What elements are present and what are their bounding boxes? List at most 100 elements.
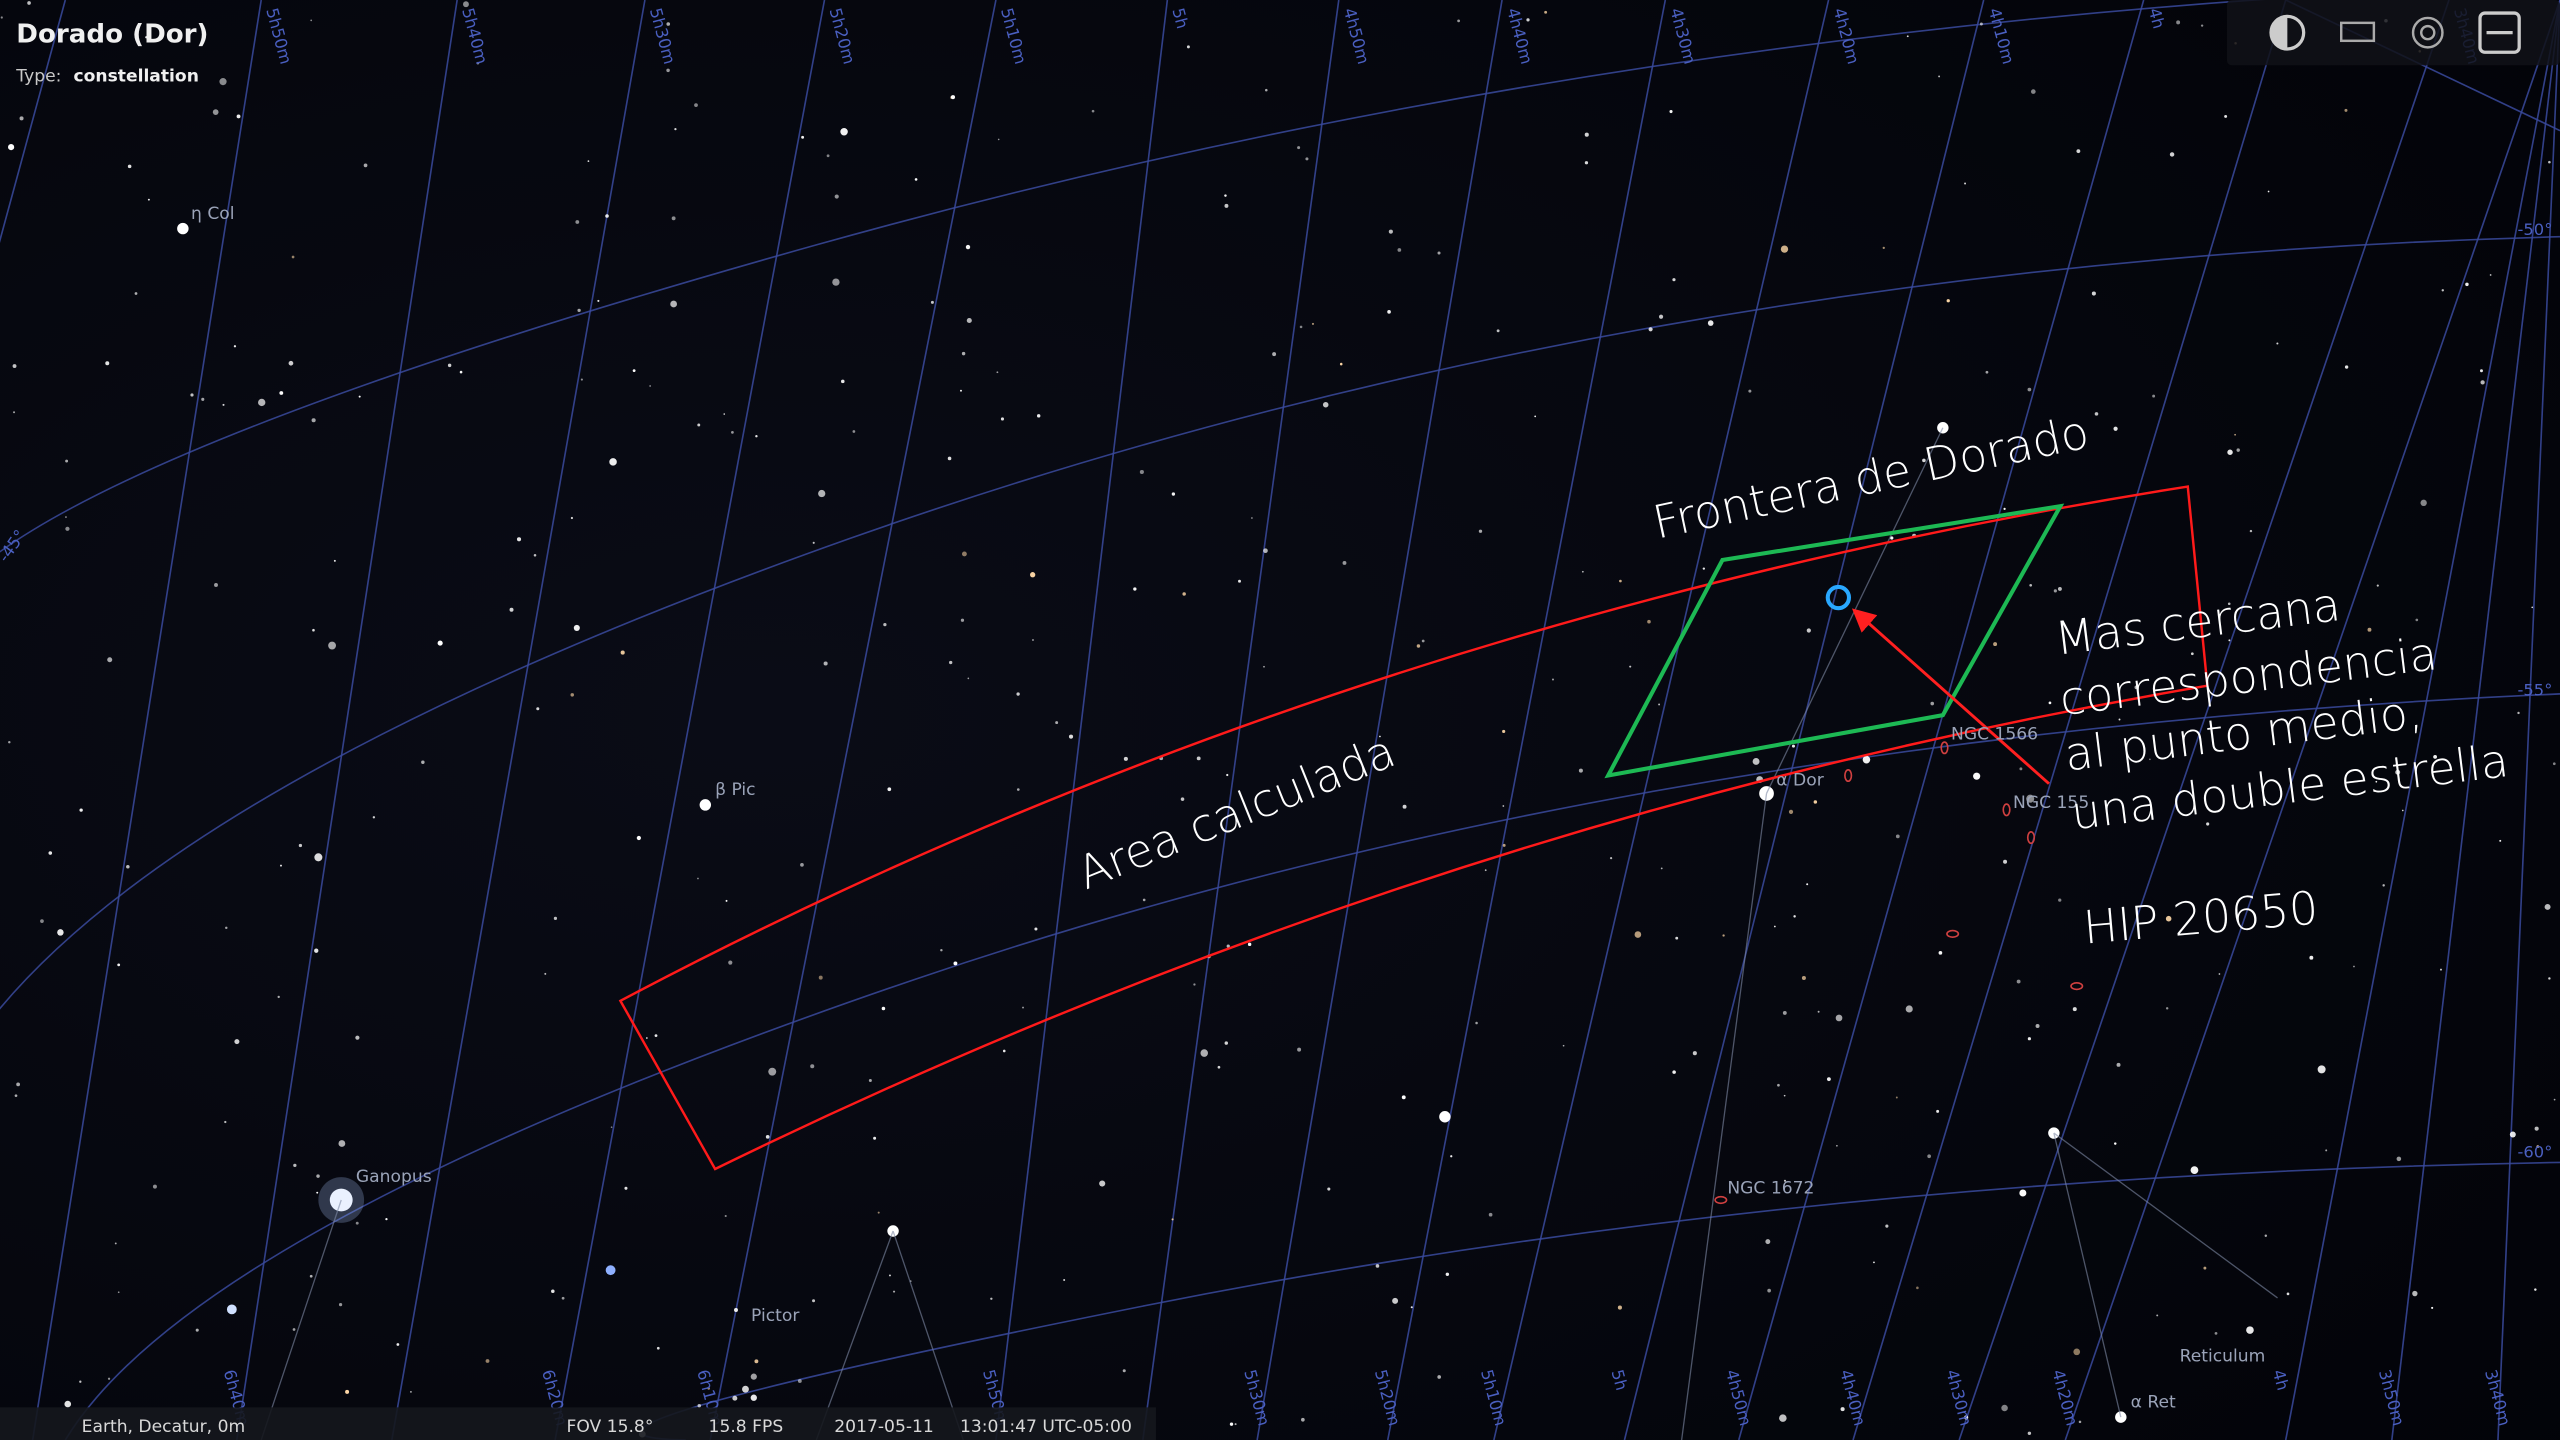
star bbox=[800, 863, 804, 867]
star bbox=[1224, 204, 1228, 208]
star bbox=[40, 919, 44, 923]
star bbox=[128, 165, 132, 169]
star bbox=[1438, 252, 1441, 255]
status-fps: 15.8 FPS bbox=[709, 1417, 784, 1437]
star bbox=[79, 808, 82, 811]
star bbox=[1, 16, 3, 18]
star bbox=[65, 516, 67, 518]
star bbox=[751, 1395, 757, 1401]
star bbox=[1896, 835, 1900, 839]
star bbox=[225, 927, 227, 929]
star bbox=[1610, 857, 1612, 859]
star bbox=[2535, 1127, 2539, 1131]
star bbox=[1907, 35, 1909, 37]
star bbox=[65, 527, 69, 531]
star bbox=[1722, 934, 1724, 936]
star bbox=[2191, 1166, 2199, 1174]
star bbox=[577, 309, 580, 312]
star bbox=[396, 1343, 399, 1346]
star bbox=[1783, 1011, 1787, 1015]
star bbox=[2490, 274, 2492, 276]
star bbox=[1767, 1289, 1771, 1293]
star bbox=[108, 1378, 110, 1380]
star bbox=[1635, 931, 1642, 938]
star bbox=[2049, 702, 2052, 705]
star bbox=[1544, 11, 1547, 14]
star bbox=[2545, 904, 2551, 910]
star bbox=[1806, 883, 1808, 885]
star bbox=[224, 1121, 226, 1123]
star bbox=[1297, 146, 1300, 149]
star bbox=[621, 651, 625, 655]
star bbox=[410, 1391, 412, 1393]
star bbox=[998, 139, 1000, 141]
star bbox=[2397, 1157, 2402, 1162]
star bbox=[1392, 1298, 1398, 1304]
star bbox=[2028, 1432, 2031, 1435]
star bbox=[328, 642, 336, 650]
star-label: α Ret bbox=[2131, 1392, 2176, 1412]
star bbox=[574, 625, 580, 631]
dec-label: -50° bbox=[2518, 220, 2553, 239]
star bbox=[2548, 977, 2550, 979]
status-date: 2017-05-11 bbox=[834, 1417, 934, 1437]
star bbox=[2095, 412, 2099, 416]
star bbox=[1885, 1225, 1888, 1228]
star bbox=[1172, 492, 1175, 495]
star bbox=[666, 69, 669, 72]
star bbox=[2412, 1291, 2417, 1296]
star bbox=[1789, 810, 1793, 814]
star bbox=[1814, 800, 1817, 803]
star[interactable] bbox=[1439, 1111, 1450, 1122]
star[interactable] bbox=[177, 223, 188, 234]
star bbox=[355, 1036, 359, 1040]
star bbox=[1422, 640, 1425, 643]
star bbox=[65, 460, 68, 463]
star bbox=[2415, 619, 2418, 622]
star bbox=[2554, 1099, 2556, 1101]
star bbox=[2076, 149, 2080, 153]
star bbox=[931, 301, 934, 304]
star bbox=[1649, 327, 1653, 331]
star bbox=[1781, 245, 1788, 252]
star bbox=[1034, 927, 1037, 930]
star bbox=[314, 853, 322, 861]
star[interactable] bbox=[227, 1304, 237, 1314]
star bbox=[1312, 323, 1314, 325]
star bbox=[948, 457, 952, 461]
star bbox=[1143, 899, 1146, 902]
star bbox=[949, 661, 952, 664]
star bbox=[801, 136, 804, 139]
star bbox=[961, 619, 964, 622]
star bbox=[1896, 1096, 1898, 1098]
star bbox=[1457, 20, 1460, 23]
star bbox=[915, 178, 918, 181]
star bbox=[2431, 1307, 2433, 1309]
star bbox=[1579, 769, 1583, 773]
star bbox=[1964, 183, 1966, 185]
star bbox=[1389, 230, 1393, 234]
toolbar bbox=[2227, 0, 2560, 65]
star bbox=[359, 396, 361, 398]
star bbox=[960, 390, 962, 392]
dec-label: -55° bbox=[2518, 681, 2553, 700]
star bbox=[534, 554, 537, 557]
star bbox=[2237, 448, 2240, 451]
star bbox=[278, 996, 280, 998]
star[interactable] bbox=[700, 799, 711, 810]
star bbox=[1939, 951, 1943, 955]
star bbox=[657, 1347, 660, 1350]
star bbox=[2402, 810, 2404, 812]
star bbox=[1748, 390, 1751, 393]
sky-view[interactable]: η Col β Pic Ganopus α Dor NGC 1566 NGC 1… bbox=[0, 0, 2560, 1440]
star bbox=[812, 1299, 815, 1302]
star[interactable] bbox=[606, 1265, 616, 1275]
star bbox=[289, 361, 294, 366]
star bbox=[1774, 926, 1776, 928]
star bbox=[649, 385, 651, 387]
constellation-label: Pictor bbox=[751, 1306, 800, 1326]
star bbox=[962, 552, 967, 557]
star bbox=[728, 961, 732, 965]
star bbox=[1323, 402, 1329, 408]
star bbox=[1140, 470, 1144, 474]
